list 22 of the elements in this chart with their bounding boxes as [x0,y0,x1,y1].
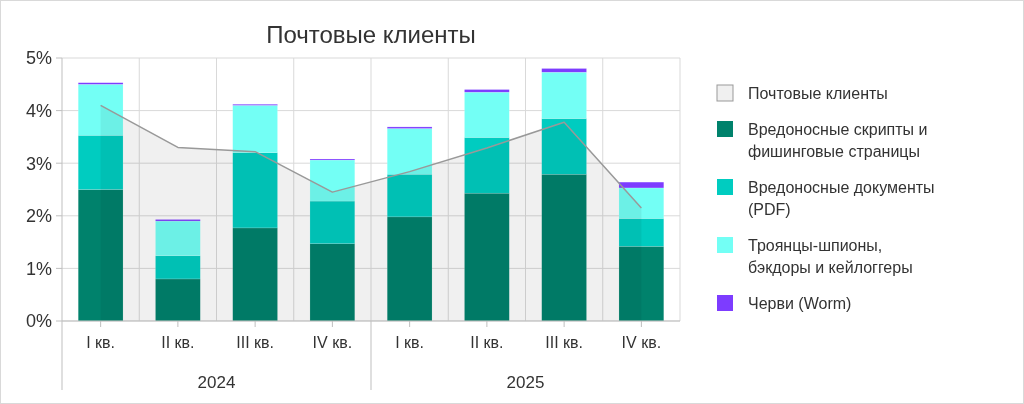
y-tick-label: 0% [25,311,52,332]
x-tick-label: III кв. [236,334,274,351]
text: 2024 [197,373,236,392]
legend-label: Почтовые клиенты [748,85,888,102]
x-tick-label: I кв. [86,334,116,351]
x-tick-label: II кв. [470,334,504,351]
legend-label: Троянцы-шпионы, бэкдоры и кейлоггеры [748,237,913,276]
y-tick-label: 4% [25,100,52,121]
chart-title: Почтовые клиенты [266,21,476,48]
x-tick-label: II кв. [161,334,195,351]
x-tick-label: IV кв. [312,334,353,351]
x-tick-label: III кв. [545,334,583,351]
y-tick-label: 5% [25,48,52,69]
y-tick-label: 2% [25,206,52,227]
legend-label: Вредоносные документы (PDF) [748,179,935,218]
legend-label: Черви (Worm) [748,295,852,312]
legend-label: Вредоносные скрипты и фишинговые страницы [748,121,928,160]
y-tick-label: 1% [25,258,52,279]
y-tick-label: 3% [25,153,52,174]
text: 2025 [506,373,545,392]
x-tick-label: IV кв. [621,334,662,351]
x-tick-label: I кв. [395,334,425,351]
